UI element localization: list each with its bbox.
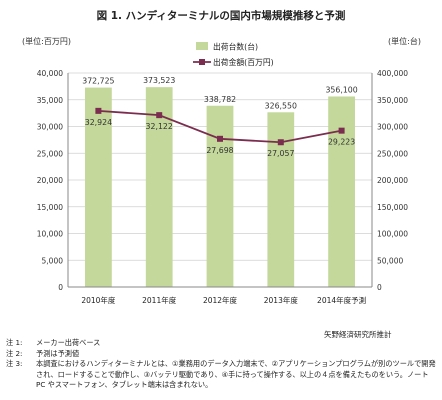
note-text: 本調査におけるハンディターミナルとは、①業務用のデータ入力端末で、②アプリケーシ… xyxy=(36,359,436,389)
line-value-label: 29,223 xyxy=(328,138,355,147)
note-key: 注 1: xyxy=(6,338,23,347)
right-axis-unit: (単位:台) xyxy=(388,37,421,46)
bar-value-label: 356,100 xyxy=(325,85,357,94)
legend-bar-swatch xyxy=(196,42,208,50)
legend-line-label: 出荷金額(百万円) xyxy=(213,57,274,67)
y-left-tick-label: 10,000 xyxy=(37,230,63,239)
legend-line-marker xyxy=(199,59,205,65)
note-row: 注 2: 予測は予測値 xyxy=(6,349,436,360)
bar xyxy=(145,87,173,287)
y-right-tick-label: 300,000 xyxy=(377,123,408,132)
y-right-tick-label: 150,000 xyxy=(377,203,408,212)
note-key: 注 2: xyxy=(6,348,23,358)
y-right-tick-label: 100,000 xyxy=(377,230,408,239)
y-right-tick-label: 200,000 xyxy=(377,176,408,185)
line-value-label: 32,122 xyxy=(146,122,173,131)
notes-block: 注 1: メーカー出荷ベース 注 2: 予測は予測値 注 3: 本調査におけるハ… xyxy=(6,338,436,391)
bar xyxy=(85,87,112,287)
note-text: メーカー出荷ベース xyxy=(36,338,101,347)
y-left-tick-label: 5,000 xyxy=(42,256,64,265)
line-value-label: 27,698 xyxy=(206,146,233,155)
left-axis-unit: (単位:百万円) xyxy=(22,37,71,46)
bar-value-label: 373,523 xyxy=(143,76,175,85)
line-point xyxy=(156,112,163,119)
y-left-tick-label: 40,000 xyxy=(37,69,63,78)
bar xyxy=(328,96,355,287)
source-note: 矢野経済研究所推計 xyxy=(324,330,392,339)
x-tick-label: 2013年度 xyxy=(264,295,299,305)
line-point xyxy=(217,135,223,142)
y-left-tick-label: 20,000 xyxy=(37,176,63,185)
y-right-tick-label: 350,000 xyxy=(377,96,408,105)
bar xyxy=(206,105,234,287)
line-value-label: 27,057 xyxy=(267,149,294,158)
note-row: 注 1: メーカー出荷ベース xyxy=(6,338,436,349)
note-key: 注 3: xyxy=(6,359,23,368)
y-left-tick-label: 25,000 xyxy=(37,149,63,158)
y-left-tick-label: 15,000 xyxy=(37,203,63,212)
line-point xyxy=(277,139,284,146)
line-value-label: 32,924 xyxy=(85,118,112,127)
x-tick-label: 2014年度予測 xyxy=(317,295,366,305)
bar-value-label: 326,550 xyxy=(265,101,297,110)
line-point xyxy=(95,107,102,114)
combo-chart: 0 0 5,000 50,000 10,000 100,000 15,000 150,000 2… xyxy=(37,42,408,306)
x-tick-label: 2010年度 xyxy=(81,295,116,305)
x-tick-label: 2012年度 xyxy=(203,295,238,305)
y-left-tick-label: 35,000 xyxy=(37,96,63,105)
note-row: 注 3: 本調査におけるハンディターミナルとは、①業務用のデータ入力端末で、②ア… xyxy=(6,359,436,391)
y-right-tick-label: 400,000 xyxy=(377,69,408,78)
x-tick-label: 2011年度 xyxy=(142,295,177,305)
note-text: 予測は予測値 xyxy=(36,348,80,358)
line-point xyxy=(338,127,345,134)
chart-title: 図 1. ハンディターミナルの国内市場規模推移と予測 xyxy=(96,10,346,22)
legend-bar-label: 出荷台数(台) xyxy=(213,42,258,52)
y-left-tick-label: 30,000 xyxy=(37,123,63,132)
bar-value-label: 372,725 xyxy=(82,77,114,86)
bar xyxy=(267,112,295,288)
y-right-tick-label: 0 xyxy=(377,283,382,292)
y-right-tick-label: 250,000 xyxy=(377,149,408,158)
y-right-tick-label: 50,000 xyxy=(377,256,403,265)
bar-value-label: 338,782 xyxy=(204,95,236,104)
y-left-tick-label: 0 xyxy=(58,283,63,292)
